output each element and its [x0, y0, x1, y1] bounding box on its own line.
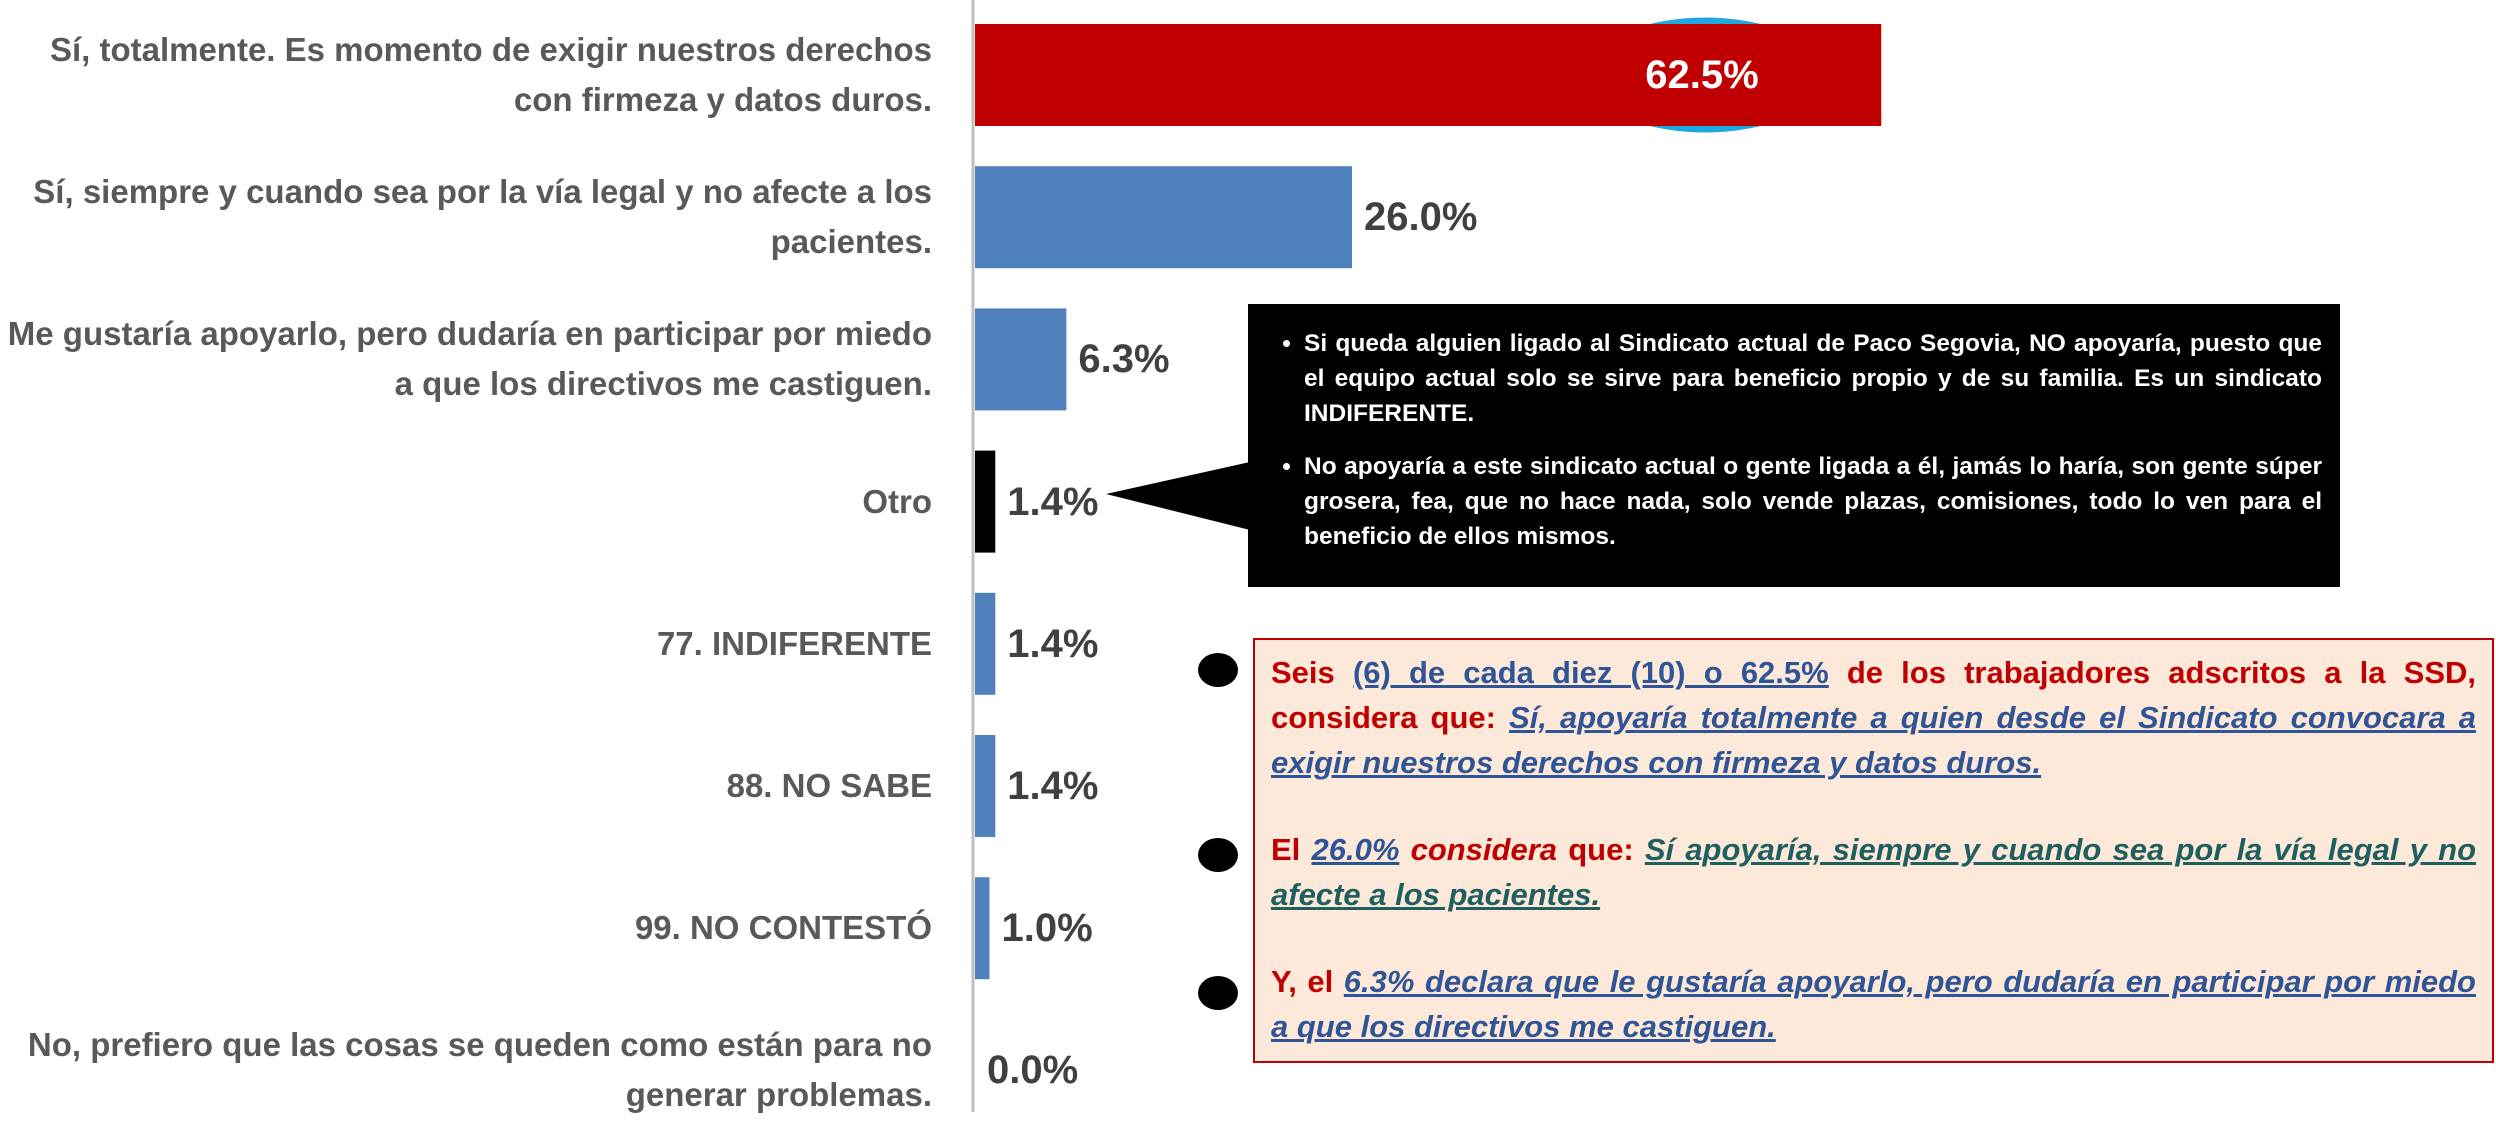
category-label: 77. INDIFERENTE	[656, 624, 932, 662]
value-label: 1.4%	[1007, 764, 1099, 808]
text: 26.0%	[1311, 832, 1400, 867]
text: Y, el	[1271, 964, 1344, 999]
bar	[975, 166, 1352, 269]
category-label: Otro	[862, 482, 932, 520]
value-label: 1.0%	[1001, 906, 1093, 951]
category-label: No, prefiero que las cosas se queden com…	[27, 1026, 932, 1114]
bar	[975, 450, 996, 553]
text: (6) de cada diez (10) o 62.5%	[1352, 655, 1829, 690]
text: 6.3% declara que le gustaría apoyarlo, p…	[1271, 964, 2476, 1044]
bullet	[1198, 976, 1238, 1010]
value-label: 6.3%	[1078, 337, 1170, 382]
text: Sí, apoyaría totalmente a quien desde el…	[1271, 700, 2476, 780]
category-label: Me gustaría apoyarlo, pero dudaría en pa…	[7, 315, 932, 403]
callout-pointer	[1106, 462, 1250, 530]
callout-item: Si queda alguien ligado al Sindicato act…	[1304, 326, 2322, 431]
summary-paragraph: Y, el 6.3% declara que le gustaría apoya…	[1271, 959, 2476, 1049]
value-label: 1.4%	[1007, 621, 1099, 666]
text: El	[1271, 832, 1312, 867]
value-label: 1.4%	[1007, 479, 1099, 524]
bar	[975, 308, 1067, 411]
value-label: 0.0%	[987, 1048, 1079, 1093]
bullet	[1198, 838, 1238, 872]
summary-paragraph: Seis (6) de cada diez (10) o 62.5% de lo…	[1271, 650, 2476, 785]
bar	[975, 735, 996, 837]
value-label: 26.0%	[1364, 195, 1478, 240]
text: Sí apoyaría, siempre y cuando sea por la…	[1271, 832, 2477, 912]
category-label: 88. NO SABE	[726, 767, 932, 804]
bullet	[1198, 653, 1238, 687]
callout-item: No apoyaría a este sindicato actual o ge…	[1304, 449, 2322, 554]
summary-box: Seis (6) de cada diez (10) o 62.5% de lo…	[1253, 638, 2494, 1063]
text: que:	[1557, 832, 1645, 867]
summary-paragraph: El 26.0% considera que: Sí apoyaría, sie…	[1271, 827, 2476, 917]
category-label: Sí, totalmente. Es momento de exigir nue…	[49, 31, 932, 118]
bar	[975, 592, 996, 695]
bar	[975, 877, 990, 980]
text: considera	[1399, 832, 1558, 867]
category-label: Sí, siempre y cuando sea por la vía lega…	[33, 173, 932, 261]
callout-box: Si queda alguien ligado al Sindicato act…	[1248, 304, 2340, 587]
text: Seis	[1271, 655, 1353, 690]
bar	[975, 24, 1882, 126]
category-label: 99. NO CONTESTÓ	[634, 909, 932, 947]
value-label: 62.5%	[1645, 53, 1759, 97]
text: de los trabajadores adscritos a la SSD, …	[1271, 655, 2476, 735]
